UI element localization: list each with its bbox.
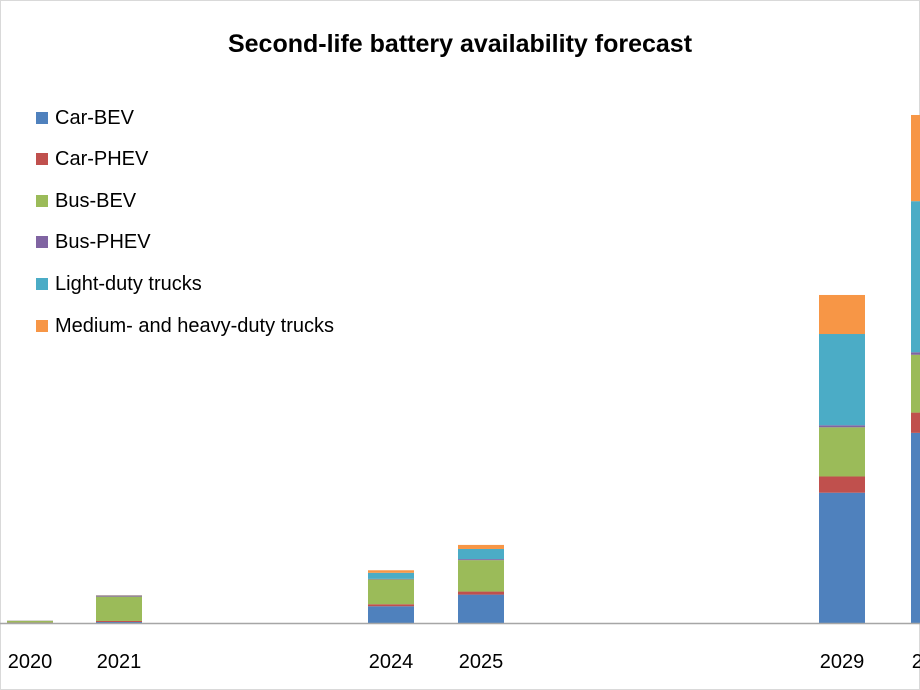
legend-swatch-car-bev — [36, 112, 48, 124]
bar-2030-car-phev — [911, 412, 920, 433]
bar-2030-medium-and-heavy-duty-trucks — [911, 114, 920, 202]
bar-2030-bus-phev — [911, 352, 920, 355]
legend-swatch-bus-phev — [36, 236, 48, 248]
bar-2025-light-duty-trucks — [458, 548, 504, 560]
legend-label-car-phev: Car-PHEV — [55, 148, 149, 170]
bar-2020-bus-bev — [7, 620, 53, 623]
bars-group — [7, 114, 920, 623]
bar-2029-bus-bev — [819, 427, 865, 477]
legend-label-car-bev: Car-BEV — [55, 107, 134, 129]
bar-2024-car-phev — [368, 604, 414, 607]
x-tick-labels: 2020 2021 2024 2025 2029 2030 — [8, 651, 920, 673]
bar-2030-light-duty-trucks — [911, 201, 920, 353]
bar-2029-car-phev — [819, 476, 865, 493]
bar-2025-bus-bev — [458, 560, 504, 592]
legend-swatch-car-phev — [36, 153, 48, 165]
bar-2021-bus-phev — [96, 595, 142, 597]
bar-2024-bus-phev — [368, 578, 414, 580]
bar-2021-car-bev — [96, 621, 142, 623]
bar-2024-bus-bev — [368, 579, 414, 605]
x-tick-label-2030: 2030 — [912, 651, 920, 673]
legend-swatch-medium-heavy-duty-trucks — [36, 320, 48, 332]
legend-label-bus-phev: Bus-PHEV — [55, 231, 151, 253]
legend-label-medium-heavy-duty-trucks: Medium- and heavy-duty trucks — [55, 315, 335, 337]
x-tick-label-2025: 2025 — [459, 651, 504, 673]
bar-2024-light-duty-trucks — [368, 572, 414, 579]
bar-2029-medium-and-heavy-duty-trucks — [819, 294, 865, 335]
x-tick-label-2029: 2029 — [820, 651, 865, 673]
bar-2030-bus-bev — [911, 354, 920, 413]
legend-swatch-bus-bev — [36, 195, 48, 207]
bar-2025-car-bev — [458, 594, 504, 623]
bar-2030-car-bev — [911, 432, 920, 623]
x-tick-label-2024: 2024 — [369, 651, 414, 673]
legend-label-light-duty-trucks: Light-duty trucks — [55, 273, 202, 295]
bar-2025-bus-phev — [458, 559, 504, 561]
bar-2021-car-phev — [96, 620, 142, 622]
bar-2029-bus-phev — [819, 425, 865, 428]
x-tick-label-2021: 2021 — [97, 651, 142, 673]
bar-2024-medium-and-heavy-duty-trucks — [368, 570, 414, 573]
chart-title: Second-life battery availability forecas… — [227, 30, 693, 58]
bar-2021-bus-bev — [96, 596, 142, 621]
bar-2025-car-phev — [458, 591, 504, 595]
bar-2024-car-bev — [368, 606, 414, 623]
bar-2029-light-duty-trucks — [819, 334, 865, 426]
legend-label-bus-bev: Bus-BEV — [55, 190, 137, 212]
bar-2029-car-bev — [819, 492, 865, 623]
bar-2025-medium-and-heavy-duty-trucks — [458, 544, 504, 549]
x-tick-label-2020: 2020 — [8, 651, 53, 673]
legend-swatch-light-duty-trucks — [36, 278, 48, 290]
